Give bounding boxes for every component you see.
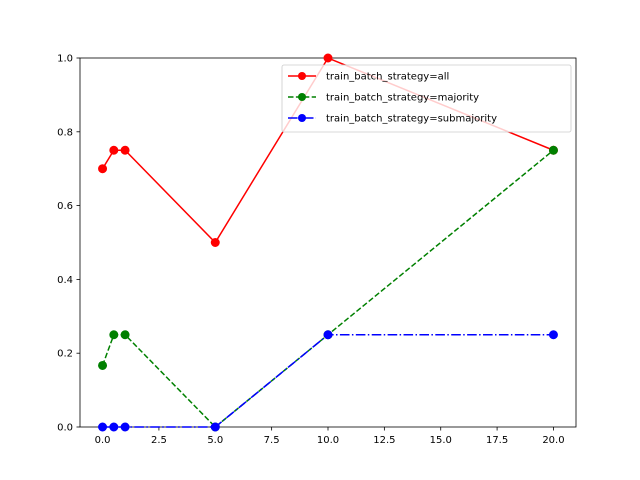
legend-swatch-marker <box>298 93 306 101</box>
legend-swatch-marker <box>298 114 306 122</box>
y-tick-label: 0.0 <box>57 423 73 434</box>
y-tick-label: 0.4 <box>57 275 73 286</box>
series-layer <box>98 53 558 432</box>
data-point <box>98 164 108 174</box>
data-point <box>210 422 220 432</box>
data-point <box>109 422 119 432</box>
x-tick-label: 2.5 <box>151 435 167 446</box>
data-point <box>98 360 108 370</box>
series-3 <box>98 330 558 432</box>
x-tick-label: 12.5 <box>373 435 395 446</box>
legend-item: train_batch_strategy=all <box>288 72 449 83</box>
legend-item: train_batch_strategy=majority <box>288 93 479 104</box>
x-tick-label: 10.0 <box>317 435 339 446</box>
data-point <box>109 330 119 340</box>
data-point <box>98 422 108 432</box>
data-point <box>109 145 119 155</box>
data-point <box>120 422 130 432</box>
series-line <box>102 334 554 428</box>
x-tick-label: 5.0 <box>207 435 223 446</box>
data-point <box>120 330 130 340</box>
x-tick-label: 15.0 <box>430 435 452 446</box>
y-tick-label: 0.8 <box>57 127 73 138</box>
data-point <box>548 330 558 340</box>
x-tick-label: 20.0 <box>542 435 564 446</box>
data-point <box>548 145 558 155</box>
x-tick-label: 17.5 <box>486 435 508 446</box>
legend: train_batch_strategy=all train_batch_stra… <box>281 64 572 133</box>
series-line <box>101 149 554 429</box>
x-tick-label: 0.0 <box>95 435 111 446</box>
y-tick-label: 0.6 <box>57 201 73 212</box>
legend-box <box>281 64 572 133</box>
legend-label: train_batch_strategy=majority <box>326 93 479 104</box>
legend-label: train_batch_strategy=all <box>326 72 449 83</box>
data-point <box>323 330 333 340</box>
y-tick-label: 1.0 <box>57 54 73 65</box>
data-point <box>120 145 130 155</box>
data-point <box>323 53 333 63</box>
legend-item: train_batch_strategy=submajority <box>288 114 497 125</box>
data-point <box>210 238 220 247</box>
legend-swatch-marker <box>298 72 306 80</box>
series-2 <box>98 145 558 432</box>
x-tick-label: 7.5 <box>264 435 280 446</box>
legend-label: train_batch_strategy=submajority <box>326 114 497 125</box>
y-tick-label: 0.2 <box>57 349 73 360</box>
